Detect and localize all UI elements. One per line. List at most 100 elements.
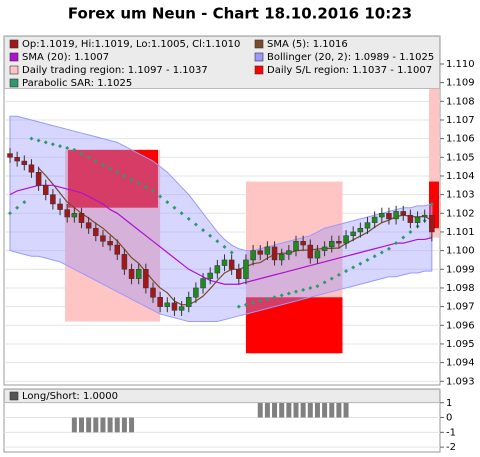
candle-body	[236, 269, 242, 279]
candle-body	[429, 214, 435, 233]
legend-box	[4, 36, 440, 89]
sar-dot	[129, 177, 134, 182]
legend-swatch	[9, 65, 19, 75]
bar	[257, 402, 263, 418]
sar-dot	[58, 144, 63, 149]
bar	[264, 402, 270, 418]
sar-dot	[286, 291, 291, 296]
sar-dot	[172, 205, 177, 210]
y-tick-label: 1.096	[446, 320, 475, 331]
candle-body	[293, 241, 299, 251]
sar-dot	[229, 250, 234, 255]
sar-dot	[372, 254, 377, 259]
legend-box	[4, 389, 440, 403]
indicator-line	[38, 167, 433, 306]
y-tick-label: -1	[446, 427, 456, 438]
legend-swatch	[254, 65, 264, 75]
candle-body	[278, 254, 285, 261]
sar-dot	[429, 201, 434, 206]
y-tick-label: 1.103	[446, 190, 475, 201]
legend-swatch	[254, 52, 264, 62]
bar	[86, 417, 92, 433]
candle-body	[421, 214, 428, 218]
sar-dot	[86, 155, 91, 160]
candle-body	[357, 227, 364, 233]
sar-dot	[365, 257, 370, 262]
candle-body	[21, 160, 28, 166]
candle-body	[300, 241, 306, 246]
bar	[129, 417, 135, 433]
sar-dot	[36, 138, 41, 143]
region	[428, 181, 439, 229]
candle-body	[400, 211, 406, 216]
sar-dot	[165, 200, 170, 205]
sar-dot	[401, 235, 406, 240]
sar-dot	[122, 173, 127, 178]
candle-body	[128, 269, 135, 279]
candle-body	[164, 302, 171, 307]
candle-body	[336, 241, 342, 244]
y-tick-label: 1	[446, 398, 452, 409]
candle-body	[14, 157, 20, 162]
candle-body	[228, 259, 235, 270]
candle-body	[414, 216, 421, 223]
candle-body	[28, 164, 35, 173]
y-tick-label: 1.101	[446, 227, 475, 238]
candle-body	[307, 244, 314, 259]
sar-dot	[179, 211, 184, 216]
sar-dot	[29, 136, 34, 141]
candle-body	[43, 185, 49, 195]
candle-body	[121, 254, 128, 270]
chart-title: Forex um Neun - Chart 18.10.2016 10:23	[68, 5, 412, 23]
sar-dot	[351, 265, 356, 270]
sar-dot	[394, 241, 399, 246]
bollinger-band	[9, 115, 433, 323]
bar	[314, 402, 320, 418]
candle-body	[35, 171, 42, 186]
sar-dot	[315, 284, 320, 289]
y-tick-label: 1.095	[446, 339, 475, 350]
candle-body	[379, 213, 385, 218]
sar-dot	[186, 216, 191, 221]
candle-body	[286, 250, 292, 255]
legend-label: SMA (20): 1.1007	[22, 52, 109, 63]
bar	[121, 417, 127, 433]
sar-dot	[308, 285, 313, 290]
legend-label: Parabolic SAR: 1.1025	[22, 78, 132, 89]
candle-body	[386, 213, 392, 220]
sar-dot	[108, 166, 113, 171]
sar-dot	[79, 151, 84, 156]
y-tick-label: -2	[446, 442, 456, 453]
sar-dot	[301, 287, 306, 292]
candle-body	[157, 297, 163, 307]
candle-body	[407, 214, 414, 223]
sar-dot	[43, 140, 48, 145]
candle-body	[71, 213, 78, 218]
sar-dot	[65, 145, 70, 150]
candle-body	[193, 287, 199, 298]
candle-body	[135, 269, 142, 279]
sar-dot	[15, 205, 20, 210]
candle-body	[350, 231, 356, 236]
region	[67, 149, 159, 208]
bar	[279, 402, 285, 418]
sar-dot	[272, 295, 277, 300]
sar-dot	[329, 276, 334, 281]
legend-label: Long/Short: 1.0000	[22, 391, 118, 402]
bar	[107, 417, 113, 433]
y-tick-label: 1.099	[446, 264, 475, 275]
candle-body	[214, 265, 221, 274]
bar	[293, 402, 299, 418]
candle-body	[314, 250, 321, 259]
sar-dot	[222, 244, 227, 249]
candle-body	[171, 302, 178, 311]
y-tick-label: 1.093	[446, 376, 475, 387]
bar	[336, 402, 342, 418]
candle-body	[393, 211, 399, 220]
sar-dot	[8, 211, 12, 216]
sar-dot	[50, 142, 55, 147]
candle-body	[257, 250, 263, 255]
sar-dot	[243, 302, 248, 307]
sar-dot	[151, 188, 155, 193]
sar-dot	[236, 304, 241, 309]
